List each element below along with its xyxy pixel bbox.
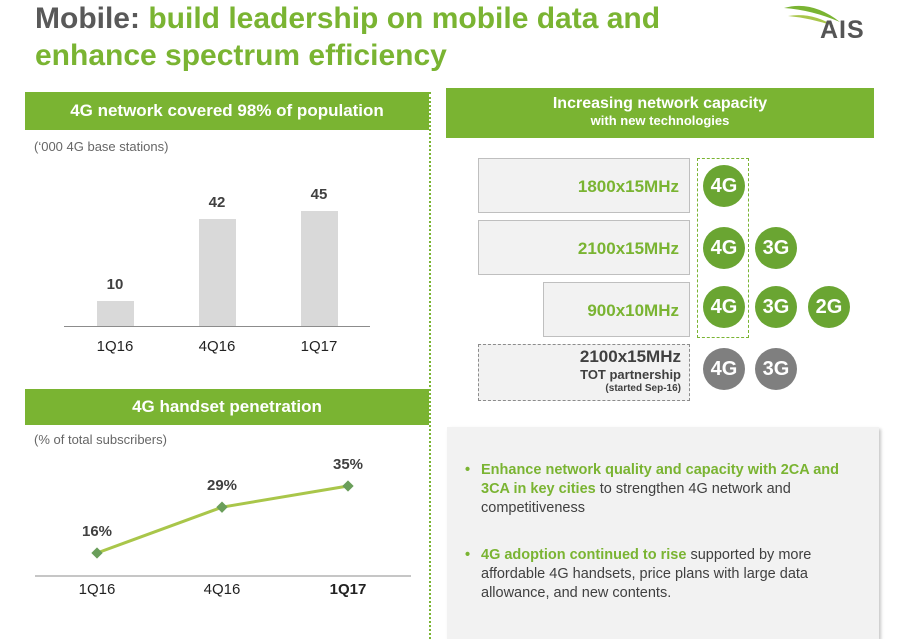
handset-header: 4G handset penetration (25, 389, 429, 425)
note-adoption-rest: supported by more affordable 4G handsets… (481, 547, 812, 601)
line-value-label: 35% (332, 456, 364, 473)
tech-4g-tot: 4G (703, 348, 745, 390)
tot-label: 2100x15MHz (579, 347, 681, 366)
line-category-label: 4Q16 (203, 581, 241, 598)
bullet-dot-icon: • (465, 547, 471, 563)
title-dark: Mobile: (35, 2, 140, 35)
bar-chart-axis (64, 326, 370, 327)
capacity-header: Increasing network capacity with new tec… (446, 88, 874, 138)
line-value-label: 16% (81, 523, 113, 540)
bar-value-label: 42 (208, 193, 226, 211)
network-subtitle: (‘000 4G base stations) (34, 139, 169, 154)
title-rest: build leadership on mobile data and enha… (35, 2, 661, 72)
bar-1Q16 (96, 300, 134, 326)
tech-4g-900: 4G (703, 286, 745, 328)
bullet-dot-icon: • (465, 462, 471, 478)
line-value-label: 29% (206, 477, 238, 495)
note-adoption-highlight: 4G adoption continued to rise (481, 547, 687, 563)
note-adoption: • 4G adoption continued to rise supporte… (465, 546, 855, 603)
band-tot: 2100x15MHz TOT partnership (started Sep-… (478, 344, 690, 401)
tech-2g-900: 2G (808, 286, 850, 328)
band-2100: 2100x15MHz (478, 220, 690, 275)
bar-category-label: 4Q16 (198, 338, 236, 355)
capacity-header-main: Increasing network capacity (552, 95, 768, 112)
notes-box: • Enhance network quality and capacity w… (447, 427, 879, 639)
band-900: 900x10MHz (543, 282, 690, 337)
bar-value-label: 45 (310, 186, 328, 204)
page-title: Mobile: build leadership on mobile data … (35, 0, 735, 74)
network-header: 4G network covered 98% of population (25, 92, 429, 130)
tot-started: (started Sep-16) (605, 383, 681, 394)
logo-swoosh-icon (784, 5, 840, 26)
tech-3g-900: 3G (755, 286, 797, 328)
ais-logo: AIS (782, 2, 900, 48)
handset-subtitle: (% of total subscribers) (34, 432, 167, 447)
capacity-header-sub: with new technologies (590, 113, 730, 128)
tech-3g-tot: 3G (755, 348, 797, 390)
tech-4g-2100: 4G (703, 227, 745, 269)
line-category-label: 1Q17 (329, 581, 367, 598)
bar-category-label: 1Q16 (96, 338, 134, 355)
note-quality-rest: to strengthen 4G network and competitive… (481, 481, 791, 516)
bar-4Q16 (198, 218, 236, 326)
bar-category-label: 1Q17 (300, 338, 338, 355)
tech-3g-2100: 3G (755, 227, 797, 269)
note-quality: • Enhance network quality and capacity w… (465, 461, 855, 518)
bar-1Q17 (300, 211, 338, 326)
band-1800: 1800x15MHz (478, 158, 690, 213)
bar-value-label: 10 (106, 275, 124, 293)
tot-partnership: TOT partnership (580, 367, 681, 382)
note-quality-highlight: Enhance network quality and capacity wit… (481, 462, 840, 497)
4g-highlight-frame (697, 158, 749, 338)
logo-text: AIS (820, 16, 865, 44)
line-category-label: 1Q16 (78, 581, 116, 598)
left-panel (25, 92, 431, 639)
tech-4g-1800: 4G (703, 165, 745, 207)
